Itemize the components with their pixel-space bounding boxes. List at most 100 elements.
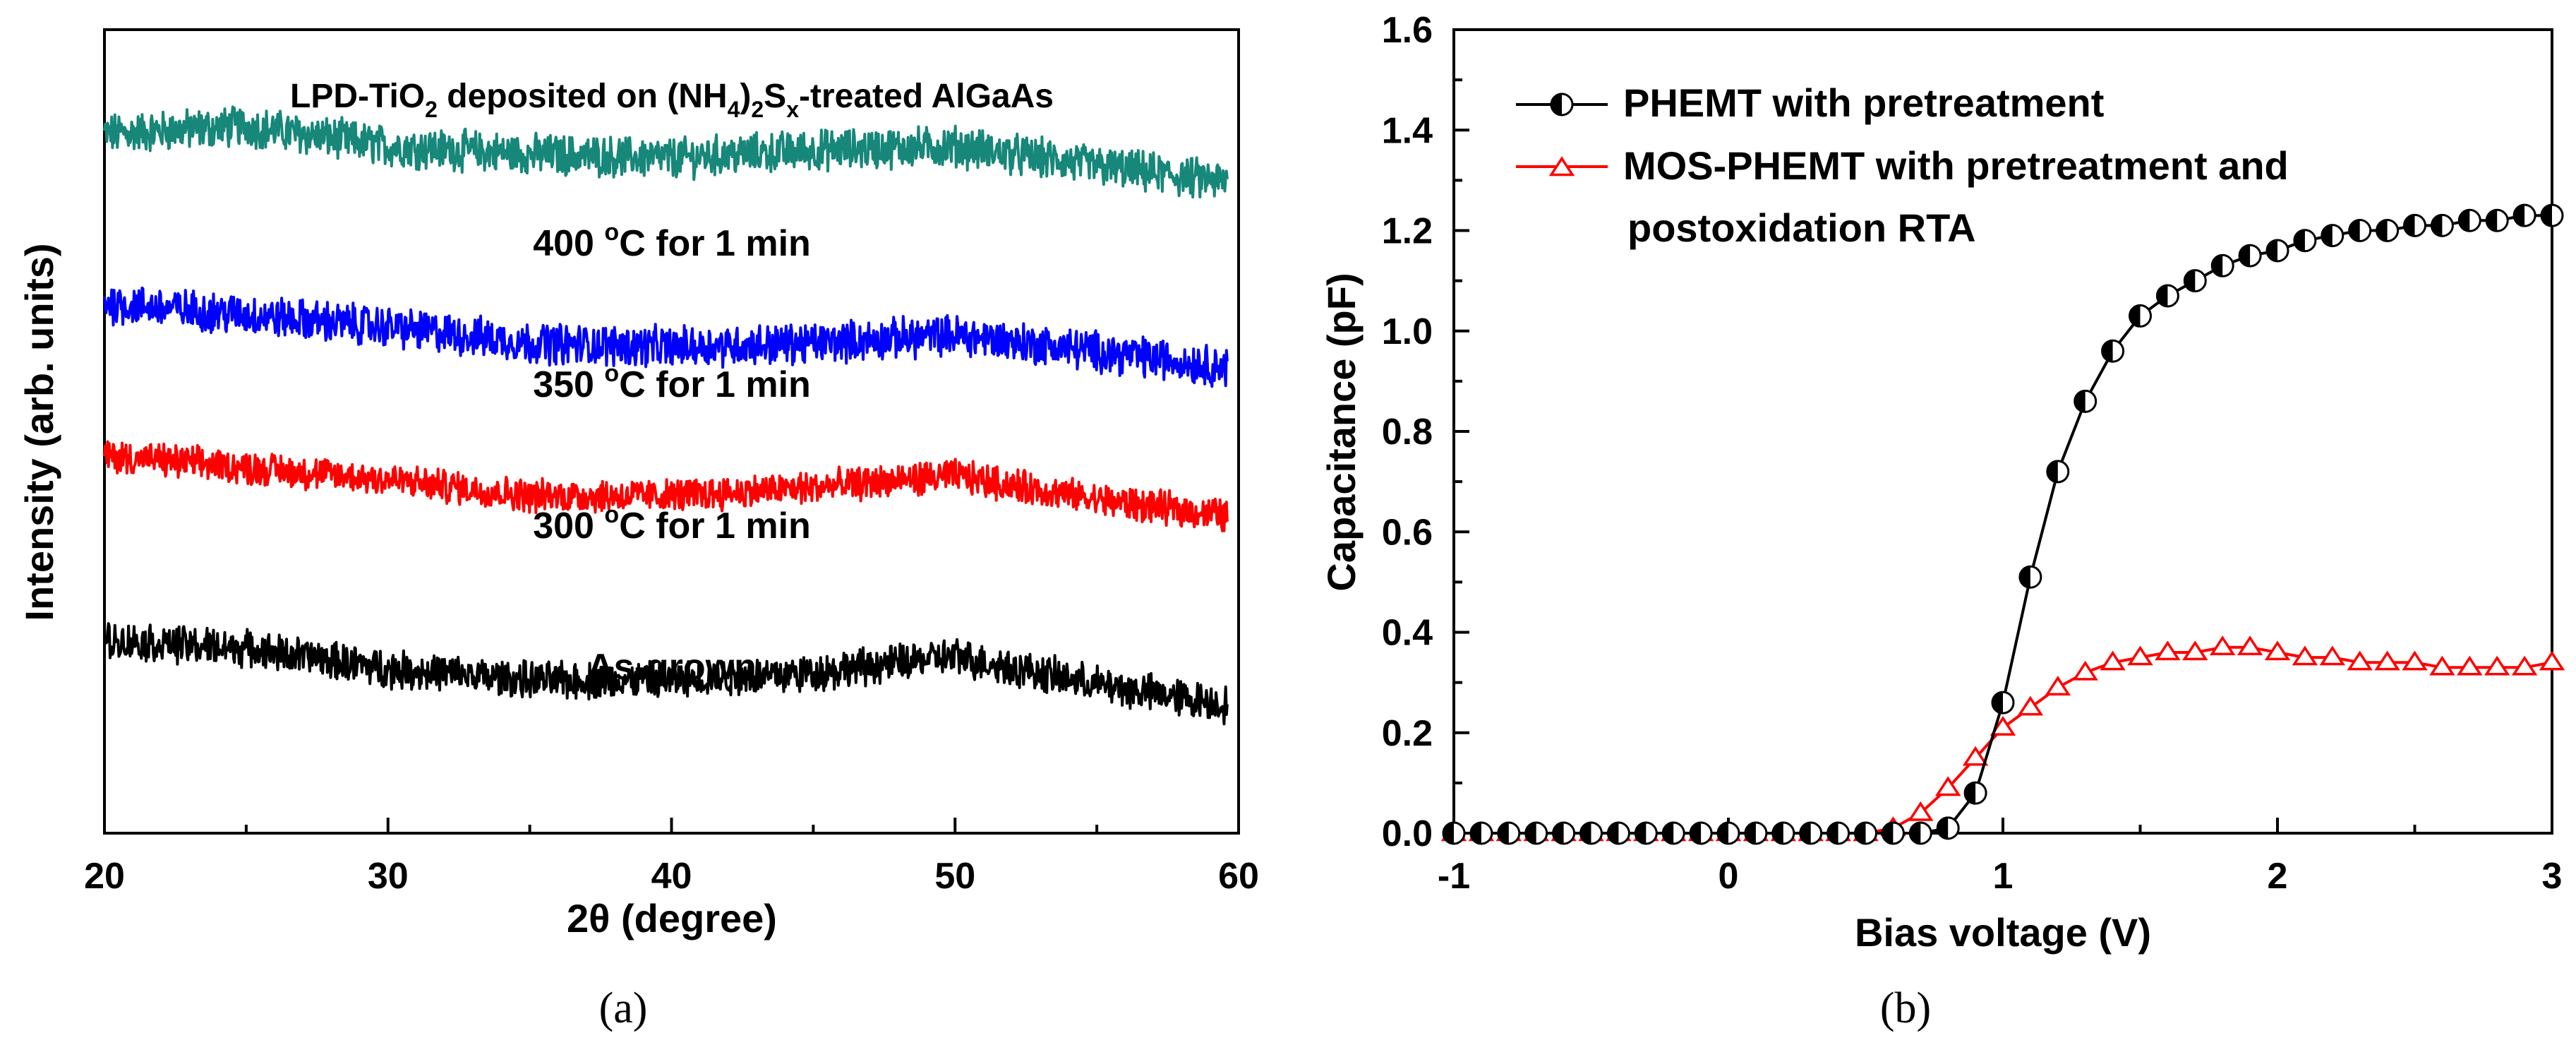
y-tick-label: 0.6	[1382, 512, 1433, 553]
data-point-phemt	[2210, 253, 2234, 277]
data-point-mos-phemt	[2072, 660, 2098, 681]
data-point-phemt	[2074, 389, 2097, 413]
x-tick-label: 40	[651, 856, 692, 897]
data-point-phemt	[1579, 821, 1603, 845]
data-point-mos-phemt	[2347, 650, 2373, 671]
x-tick-labels-b: -1 0 1 2 3	[1438, 856, 2563, 897]
legend-marker-triangle	[1548, 156, 1575, 177]
series-line-a-1	[103, 286, 1229, 388]
data-point-phemt	[1963, 781, 1987, 805]
x-tick-label: 50	[934, 856, 975, 897]
data-point-phemt	[1744, 821, 1768, 845]
data-point-mos-phemt	[2264, 640, 2291, 661]
y-tick-label: 0.2	[1382, 713, 1433, 754]
legend-label-mos-phemt-line2: postoxidation RTA	[1627, 205, 1976, 250]
data-point-mos-phemt	[1934, 776, 1961, 796]
data-point-phemt	[1442, 821, 1466, 845]
y-tick-label: 1.0	[1382, 311, 1433, 352]
series-label-a-1: 350 oC for 1 min	[533, 360, 811, 405]
chart-title-a: LPD-TiO2 deposited on (NH4)2Sx-treated A…	[290, 78, 1054, 122]
x-axis-label-b: Bias voltage (V)	[1855, 910, 2151, 955]
x-tick-label: 30	[368, 856, 409, 897]
y-tick-labels-b: 0.0 0.2 0.4 0.6 0.8 1.0 1.2 1.4 1.6	[1382, 10, 1433, 854]
data-point-phemt	[1606, 821, 1630, 845]
data-point-phemt	[2321, 224, 2345, 248]
data-point-mos-phemt	[2182, 640, 2208, 661]
data-point-mos-phemt	[1990, 715, 2016, 736]
data-point-phemt	[2457, 208, 2481, 232]
data-point-phemt	[1524, 821, 1548, 845]
data-point-phemt	[1908, 821, 1932, 845]
data-point-mos-phemt	[2017, 695, 2044, 716]
x-tick-label: 20	[84, 856, 125, 897]
panel-b: -1 0 1 2 3 0.0 0.2 0.4 0.6 0.8 1.0 1.2 1.4 1.6 PHEMT…	[1319, 10, 2565, 1032]
data-point-phemt	[2348, 219, 2372, 242]
data-point-mos-phemt	[2319, 645, 2346, 666]
data-point-phemt	[2046, 460, 2070, 484]
x-tick-label: -1	[1438, 856, 1470, 897]
series-label-a-2: 300 oC for 1 min	[533, 501, 811, 547]
data-point-phemt	[1469, 821, 1493, 845]
data-point-phemt	[1771, 821, 1795, 845]
series-group-a	[103, 105, 1229, 726]
data-point-phemt	[1991, 691, 2015, 715]
data-point-phemt	[2430, 213, 2454, 237]
legend-entry-phemt: PHEMT with pretreatment	[1516, 80, 2104, 125]
series-line-a-2	[103, 440, 1229, 532]
data-point-phemt	[1661, 821, 1685, 845]
y-tick-label: 1.4	[1382, 110, 1433, 151]
series-line-a-3	[103, 622, 1229, 726]
y-tick-label: 0.4	[1382, 613, 1433, 654]
data-point-phemt	[2018, 565, 2042, 589]
data-point-phemt	[2238, 244, 2262, 268]
data-point-phemt	[2265, 239, 2289, 263]
data-point-mos-phemt	[2237, 635, 2263, 656]
y-axis-label-b: Capacitance (pF)	[1319, 273, 1364, 591]
series-line-b-1	[1454, 645, 2553, 835]
x-tick-marks-a	[103, 818, 1240, 833]
data-point-mos-phemt	[2429, 655, 2455, 676]
series-line-a-0	[103, 105, 1229, 199]
data-point-mos-phemt	[2374, 650, 2400, 671]
legend-label-mos-phemt-line1: MOS-PHEMT with pretreatment and	[1623, 143, 2289, 188]
y-tick-label: 0.8	[1382, 412, 1433, 453]
data-point-phemt	[1497, 821, 1521, 845]
x-tick-label: 0	[1719, 856, 1739, 897]
data-point-mos-phemt	[2155, 640, 2181, 661]
legend-triangle	[1548, 156, 1575, 177]
legend-marker-half-circle	[1550, 92, 1574, 117]
data-point-phemt	[1689, 821, 1713, 845]
data-point-phemt	[2403, 213, 2426, 237]
data-point-phemt	[2293, 229, 2317, 253]
series-labels-a: 400 oC for 1 min 350 oC for 1 min 300 oC f…	[533, 219, 811, 688]
data-point-mos-phemt	[2539, 650, 2565, 671]
data-point-mos-phemt	[2402, 650, 2428, 671]
x-tick-label: 1	[1993, 856, 2014, 897]
data-point-phemt	[1854, 821, 1877, 845]
y-axis-label-a: Intensity (arb. units)	[17, 243, 61, 621]
legend-b: PHEMT with pretreatment MOS-PHEMT with p…	[1516, 80, 2289, 250]
panel-a: 20 30 40 50 60 400 oC for 1 min 350 oC for 1 …	[17, 28, 1259, 1032]
data-point-phemt	[2485, 208, 2509, 232]
legend-label-phemt: PHEMT with pretreatment	[1623, 80, 2104, 125]
data-point-phemt	[1881, 821, 1905, 845]
x-tick-label: 3	[2542, 856, 2563, 897]
series-group-b	[1440, 203, 2565, 845]
data-point-mos-phemt	[2209, 635, 2236, 656]
series-markers-b-1	[1440, 635, 2565, 842]
data-point-phemt	[2155, 284, 2179, 308]
data-point-mos-phemt	[2484, 655, 2510, 676]
data-point-phemt	[2183, 269, 2207, 293]
data-point-mos-phemt	[1962, 746, 1989, 766]
data-point-mos-phemt	[2127, 645, 2153, 666]
panel-label-a: (a)	[599, 984, 648, 1032]
data-point-phemt	[1936, 816, 1960, 840]
data-point-mos-phemt	[2045, 676, 2071, 695]
series-label-a-3: As-grown	[587, 647, 757, 688]
data-point-phemt	[2540, 203, 2564, 227]
data-point-phemt	[1799, 821, 1823, 845]
x-axis-label-a: 2θ (degree)	[567, 896, 777, 940]
data-point-mos-phemt	[1908, 801, 1934, 821]
data-point-phemt	[2512, 203, 2536, 227]
